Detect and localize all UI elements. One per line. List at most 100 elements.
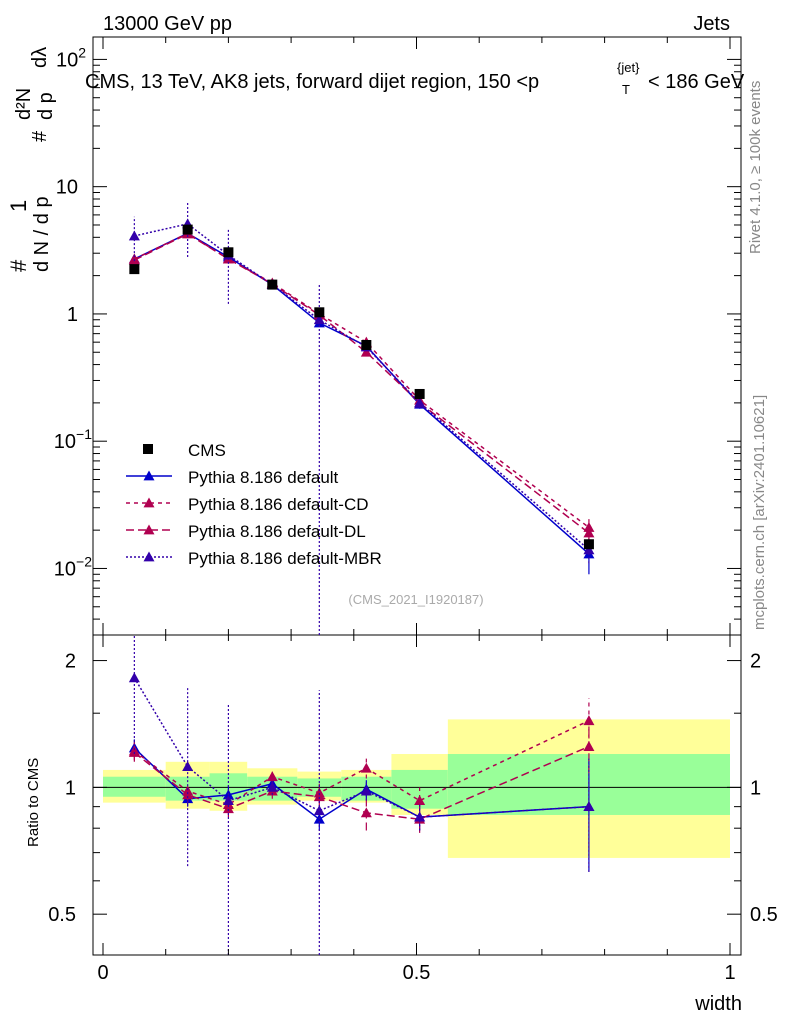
ylabel-hash-1: # — [6, 259, 31, 272]
ylabel-dlambda: dλ — [29, 47, 51, 68]
main-marker — [583, 544, 595, 555]
y-tick-label: 102 — [56, 44, 86, 71]
ylabel-dpt-dlambda: d p — [35, 92, 57, 120]
header-energy-label: 13000 GeV pp — [103, 13, 232, 35]
legend-entry-cms: CMS — [143, 441, 226, 460]
legend-marker — [143, 470, 155, 481]
ylabel-d2n: d²N — [13, 88, 35, 120]
legend-entry-1: Pythia 8.186 default-CD — [126, 495, 369, 514]
main-series-line — [134, 233, 590, 534]
legend-cms-marker — [143, 444, 153, 454]
main-marker — [583, 527, 595, 538]
title-superscript: {jet} — [617, 60, 640, 75]
legend-label: Pythia 8.186 default-CD — [188, 495, 369, 514]
ratio-series-2 — [128, 723, 595, 833]
ratio-tick-label-left: 0.5 — [48, 904, 76, 926]
cms-data-point — [414, 388, 425, 399]
ratio-band-inner — [103, 776, 166, 797]
cms-data-point — [583, 539, 594, 550]
ratio-marker — [313, 791, 325, 802]
ratio-series-line — [133, 745, 590, 821]
ratio-marker — [266, 771, 278, 782]
ratio-marker — [414, 795, 426, 806]
main-marker — [360, 346, 372, 357]
header-category-label: Jets — [693, 13, 730, 35]
ratio-y-axis-label: Ratio to CMS — [25, 758, 42, 847]
cms-data-point — [223, 247, 234, 258]
legend-entry-3: Pythia 8.186 default-MBR — [126, 549, 382, 568]
ratio-marker — [128, 672, 140, 683]
y-tick-label: 10 — [56, 177, 78, 199]
plot-title: CMS, 13 TeV, AK8 jets, forward dijet reg… — [85, 60, 745, 97]
ratio-marker — [583, 801, 595, 812]
ratio-tick-label-right: 1 — [750, 777, 761, 799]
ratio-tick-label-right: 2 — [750, 651, 761, 673]
legend-cms-label: CMS — [188, 441, 226, 460]
title-subscript: T — [622, 82, 630, 97]
y-tick-label: 10−1 — [54, 426, 92, 453]
ratio-marker — [222, 795, 234, 806]
main-y-axis-label: # 1 d N / d p # d²N d p dλ — [6, 47, 57, 272]
x-tick-label: 0 — [97, 962, 108, 984]
cms-data-point — [267, 279, 278, 290]
ratio-marker — [414, 811, 426, 822]
ratio-tick-label-left: 2 — [65, 651, 76, 673]
main-marker — [414, 397, 426, 408]
ratio-panel-series — [128, 635, 595, 955]
ratio-marker — [360, 762, 372, 773]
legend-marker — [143, 524, 155, 535]
legend-label: Pythia 8.186 default-DL — [188, 522, 366, 541]
legend: CMS Pythia 8.186 default Pythia 8.186 defa… — [126, 441, 382, 568]
ratio-marker — [266, 781, 278, 792]
ratio-marker — [360, 785, 372, 796]
ratio-series-line — [133, 677, 589, 818]
legend-entry-2: Pythia 8.186 default-DL — [126, 522, 366, 541]
ratio-series-3 — [128, 635, 595, 955]
title-main-text: CMS, 13 TeV, AK8 jets, forward dijet reg… — [85, 71, 539, 93]
ratio-marker — [182, 761, 194, 772]
legend-label: Pythia 8.186 default-MBR — [188, 549, 382, 568]
axis-ticks: 0 0.5 1 10−2 10−1 1 10 102 0.5 0.5 1 1 2 2 — [48, 37, 778, 984]
ratio-marker — [583, 741, 595, 751]
y-tick-label: 1 — [67, 304, 78, 326]
ratio-uncertainty-bands — [103, 719, 730, 858]
ylabel-dn-dpt: d N / d p — [31, 196, 53, 272]
main-series-line — [134, 223, 590, 551]
ratio-marker — [360, 807, 372, 818]
main-panel-series — [128, 201, 595, 635]
ylabel-one: 1 — [6, 200, 31, 212]
main-marker — [313, 314, 325, 325]
x-tick-label: 0.5 — [403, 962, 431, 984]
cms-data-point — [129, 264, 140, 275]
ratio-tick-label-right: 0.5 — [750, 904, 778, 926]
cms-data-point — [314, 307, 325, 318]
analysis-watermark: (CMS_2021_I1920187) — [348, 592, 483, 607]
x-axis-label: width — [694, 993, 742, 1015]
ratio-marker — [313, 805, 325, 816]
ratio-tick-label-left: 1 — [65, 777, 76, 799]
ylabel-hash-2: # — [29, 130, 51, 142]
legend-entry-0: Pythia 8.186 default — [126, 468, 339, 487]
legend-marker — [143, 497, 155, 508]
ratio-marker — [182, 789, 194, 800]
legend-marker — [143, 551, 155, 562]
title-end-text: < 186 GeV — [648, 71, 745, 93]
ratio-marker — [128, 747, 140, 757]
y-tick-label: 10−2 — [54, 553, 92, 580]
mcplots-reference-label: mcplots.cern.ch [arXiv:2401.10621] — [751, 395, 768, 630]
x-tick-label: 1 — [724, 962, 735, 984]
cms-data-point — [361, 340, 372, 351]
cms-data-points — [129, 224, 594, 550]
ratio-series-line — [133, 719, 590, 806]
cms-data-point — [182, 224, 193, 235]
main-panel-frame — [92, 36, 742, 636]
rivet-version-label: Rivet 4.1.0, ≥ 100k events — [747, 81, 764, 254]
ratio-marker — [222, 803, 234, 814]
ratio-marker — [583, 715, 595, 726]
main-marker — [128, 230, 140, 241]
main-series-3 — [128, 201, 595, 635]
main-series-1 — [128, 227, 595, 540]
legend-label: Pythia 8.186 default — [188, 468, 339, 487]
ratio-series-line — [133, 747, 589, 821]
